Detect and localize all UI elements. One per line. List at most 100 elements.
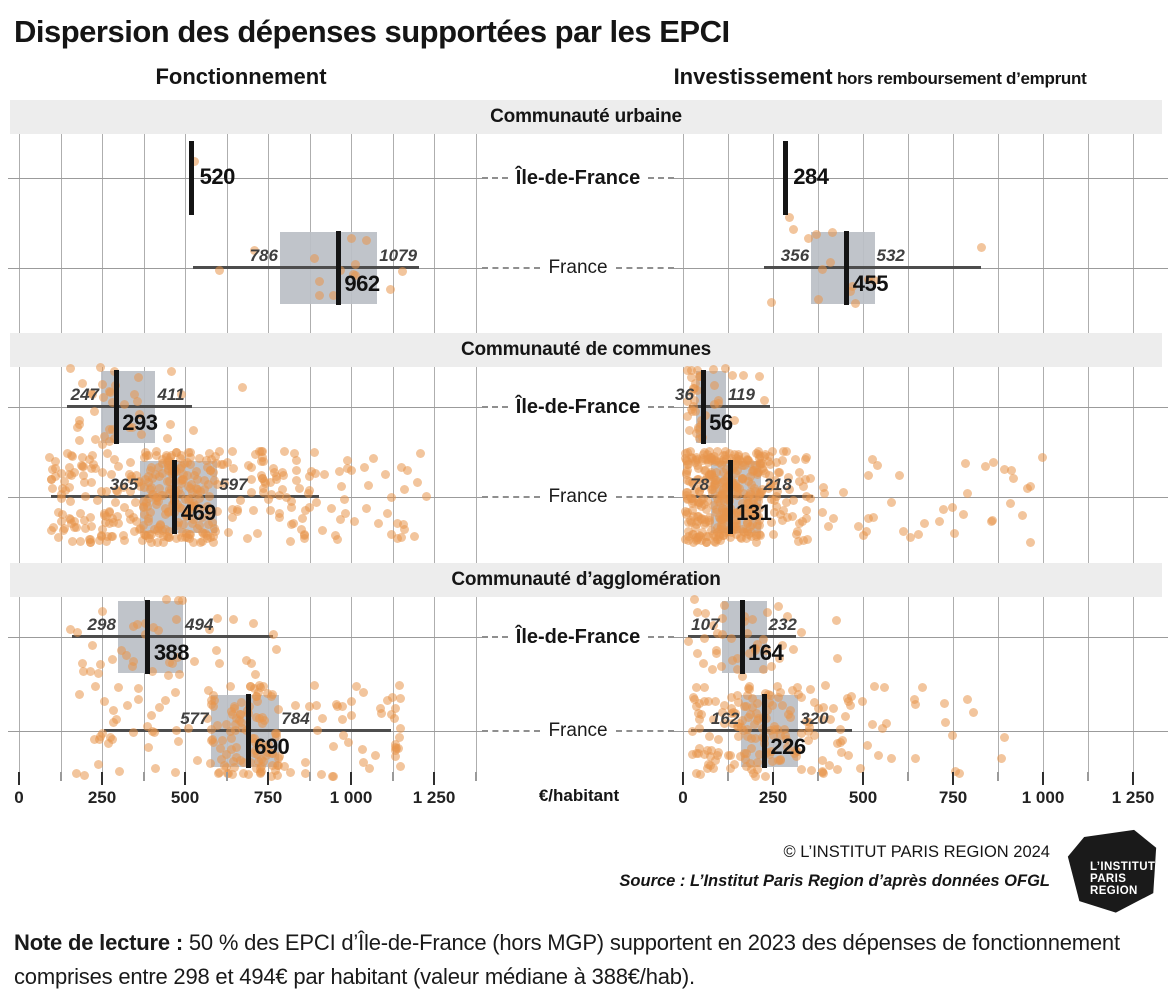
scatter-dot — [758, 664, 768, 674]
scatter-dot — [717, 708, 727, 718]
scatter-dot — [253, 750, 263, 760]
scatter-dot — [693, 512, 703, 522]
scatter-dot — [338, 730, 348, 740]
scatter-dot — [338, 715, 348, 725]
scatter-dot — [887, 497, 897, 507]
scatter-dot — [758, 635, 768, 645]
scatter-dot — [304, 701, 314, 711]
q3-label: 320 — [800, 709, 829, 728]
scatter-dot — [79, 470, 89, 480]
scatter-dot — [183, 724, 193, 734]
scatter-dot — [281, 493, 291, 503]
scatter-dot — [707, 485, 717, 495]
scatter-dot — [785, 212, 795, 222]
scatter-dot — [777, 641, 787, 651]
scatter-dot — [50, 456, 60, 466]
scatter-dot — [697, 483, 707, 493]
scatter-dot — [776, 730, 786, 740]
section-band: Communauté d’agglomération — [10, 563, 1162, 597]
scatter-dot — [728, 508, 738, 518]
scatter-dot — [120, 503, 130, 513]
scatter-dot — [390, 704, 400, 714]
scatter-dot — [197, 527, 207, 537]
row-line — [8, 178, 482, 179]
scatter-dot — [107, 513, 117, 523]
scatter-dot — [743, 629, 753, 639]
whisker-line — [72, 635, 273, 638]
scatter-dot — [138, 520, 148, 530]
scatter-dot — [228, 505, 238, 515]
copyright-line: © L’INSTITUT PARIS REGION 2024 — [783, 843, 1050, 861]
grid-line — [1133, 134, 1134, 333]
scatter-dot — [829, 704, 839, 714]
section-band: Communauté de communes — [10, 333, 1162, 367]
scatter-dot — [97, 486, 107, 496]
scatter-dot — [787, 511, 797, 521]
scatter-dot — [692, 768, 702, 778]
scatter-dot — [339, 495, 349, 505]
scatter-dot — [98, 379, 108, 389]
scatter-dot — [403, 466, 413, 476]
scatter-dot — [268, 749, 278, 759]
scatter-dot — [109, 518, 119, 528]
scatter-dot — [232, 505, 242, 515]
axis-minor-tick — [59, 772, 62, 781]
q1-label: 786 — [249, 246, 278, 265]
scatter-dot — [705, 470, 715, 480]
scatter-dot — [693, 474, 703, 484]
scatter-dot — [755, 516, 765, 526]
scatter-dot — [832, 615, 842, 625]
scatter-dot — [751, 530, 761, 540]
scatter-dot — [250, 745, 260, 755]
scatter-dot — [716, 498, 726, 508]
grid-line — [434, 367, 435, 563]
row-label: Île-de-France — [515, 625, 641, 648]
scatter-dot — [749, 465, 759, 475]
scatter-dot — [135, 409, 145, 419]
scatter-dot — [790, 748, 800, 758]
scatter-dot — [754, 489, 764, 499]
scatter-dot — [817, 264, 827, 274]
scatter-dot — [777, 515, 787, 525]
scatter-dot — [748, 520, 758, 530]
scatter-dot — [818, 507, 828, 517]
scatter-dot — [266, 772, 276, 782]
scatter-dot — [733, 466, 743, 476]
grid-line — [268, 367, 269, 563]
scatter-dot — [102, 531, 112, 541]
scatter-dot — [717, 614, 727, 624]
scatter-dot — [122, 701, 132, 711]
scatter-dot — [300, 530, 310, 540]
scatter-dot — [748, 614, 758, 624]
connector-dash — [482, 730, 541, 732]
scatter-dot — [59, 476, 69, 486]
scatter-dot — [248, 734, 258, 744]
scatter-dot — [387, 530, 397, 540]
scatter-dot — [684, 517, 694, 527]
axis-tick-label: 1 250 — [412, 788, 456, 807]
grid-line — [143, 134, 145, 333]
scatter-dot — [188, 518, 198, 528]
scatter-dot — [393, 744, 403, 754]
scatter-dot — [806, 473, 816, 483]
scatter-dot — [753, 511, 763, 521]
scatter-dot — [699, 750, 709, 760]
scatter-dot — [940, 717, 950, 727]
scatter-dot — [66, 514, 76, 524]
scatter-dot — [682, 490, 692, 500]
scatter-dot — [782, 498, 792, 508]
scatter-dot — [127, 422, 137, 432]
scatter-dot — [899, 526, 909, 536]
scatter-dot — [963, 694, 973, 704]
scatter-dot — [818, 483, 828, 493]
scatter-dot — [205, 491, 215, 501]
connector-dash — [482, 177, 508, 179]
scatter-dot — [864, 274, 874, 284]
scatter-dot — [734, 732, 744, 742]
scatter-dot — [189, 501, 199, 511]
scatter-dot — [81, 524, 91, 534]
scatter-dot — [392, 519, 402, 529]
scatter-dot — [147, 482, 157, 492]
scatter-dot — [712, 447, 722, 457]
scatter-dot — [155, 703, 165, 713]
